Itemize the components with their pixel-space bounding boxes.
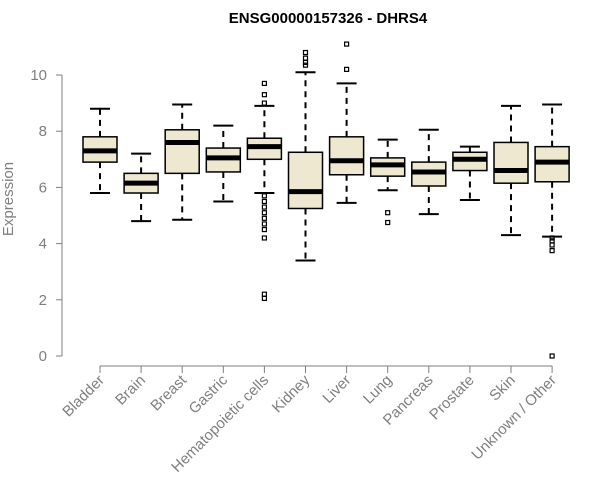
outlier-point <box>261 204 267 210</box>
y-tick-label: 4 <box>39 236 47 253</box>
outlier-point <box>261 80 267 87</box>
outlier-point <box>549 235 555 241</box>
outlier-point <box>302 59 309 65</box>
outlier-point <box>302 55 309 61</box>
x-tick-label: Prostate <box>426 372 478 424</box>
x-tick-label: Bladder <box>59 372 108 421</box>
box-prostate <box>452 145 488 202</box>
iqr-box <box>287 151 324 210</box>
y-tick-label: 0 <box>39 348 47 365</box>
box-group <box>82 41 570 359</box>
outlier-point <box>261 210 267 216</box>
outlier-point <box>261 215 267 221</box>
outlier-point <box>344 66 350 72</box>
box-lung <box>369 138 406 226</box>
outlier-point <box>261 198 267 205</box>
outlier-point <box>549 242 555 248</box>
box-gastric <box>205 124 242 203</box>
x-tick-label: Kidney <box>269 371 314 416</box>
x-tick-label: Brain <box>112 372 149 409</box>
outlier-point <box>302 62 309 68</box>
box-unknown-other <box>534 103 570 359</box>
outlier-point <box>302 49 309 56</box>
box-kidney <box>287 49 324 262</box>
y-tick-label: 10 <box>30 67 47 84</box>
outlier-point <box>549 248 555 254</box>
outlier-point <box>261 100 267 106</box>
outlier-point <box>261 291 267 297</box>
y-tick-label: 6 <box>39 179 47 196</box>
outlier-point <box>261 295 267 301</box>
box-pancreas <box>411 128 447 216</box>
outlier-point <box>261 226 267 233</box>
y-tick-label: 2 <box>39 292 47 309</box>
outlier-point <box>344 41 350 47</box>
box-liver <box>328 41 365 204</box>
outlier-point <box>261 235 267 241</box>
outlier-point <box>385 219 391 226</box>
iqr-box <box>493 141 529 184</box>
x-tick-label: Skin <box>486 372 519 405</box>
outlier-point <box>261 221 267 227</box>
y-axis-label: Expression <box>0 162 17 236</box>
x-tick-label: Liver <box>319 372 354 407</box>
y-tick-label: 8 <box>39 123 47 140</box>
box-brain <box>123 152 159 223</box>
outlier-point <box>261 92 267 98</box>
box-breast <box>164 103 200 221</box>
x-tick-label: Breast <box>147 371 190 414</box>
y-axis: 0 2 4 6 8 10 <box>30 67 63 365</box>
outlier-point <box>385 210 391 216</box>
box-hematopoietic-cells <box>246 80 283 301</box>
box-bladder <box>82 107 118 195</box>
iqr-box <box>328 136 365 176</box>
chart-title: ENSG00000157326 - DHRS4 <box>229 10 428 27</box>
iqr-box <box>164 129 200 175</box>
outlier-point <box>549 353 555 359</box>
outlier-point <box>261 193 267 199</box>
box-skin <box>493 104 529 237</box>
x-tick-label: Lung <box>360 372 396 408</box>
